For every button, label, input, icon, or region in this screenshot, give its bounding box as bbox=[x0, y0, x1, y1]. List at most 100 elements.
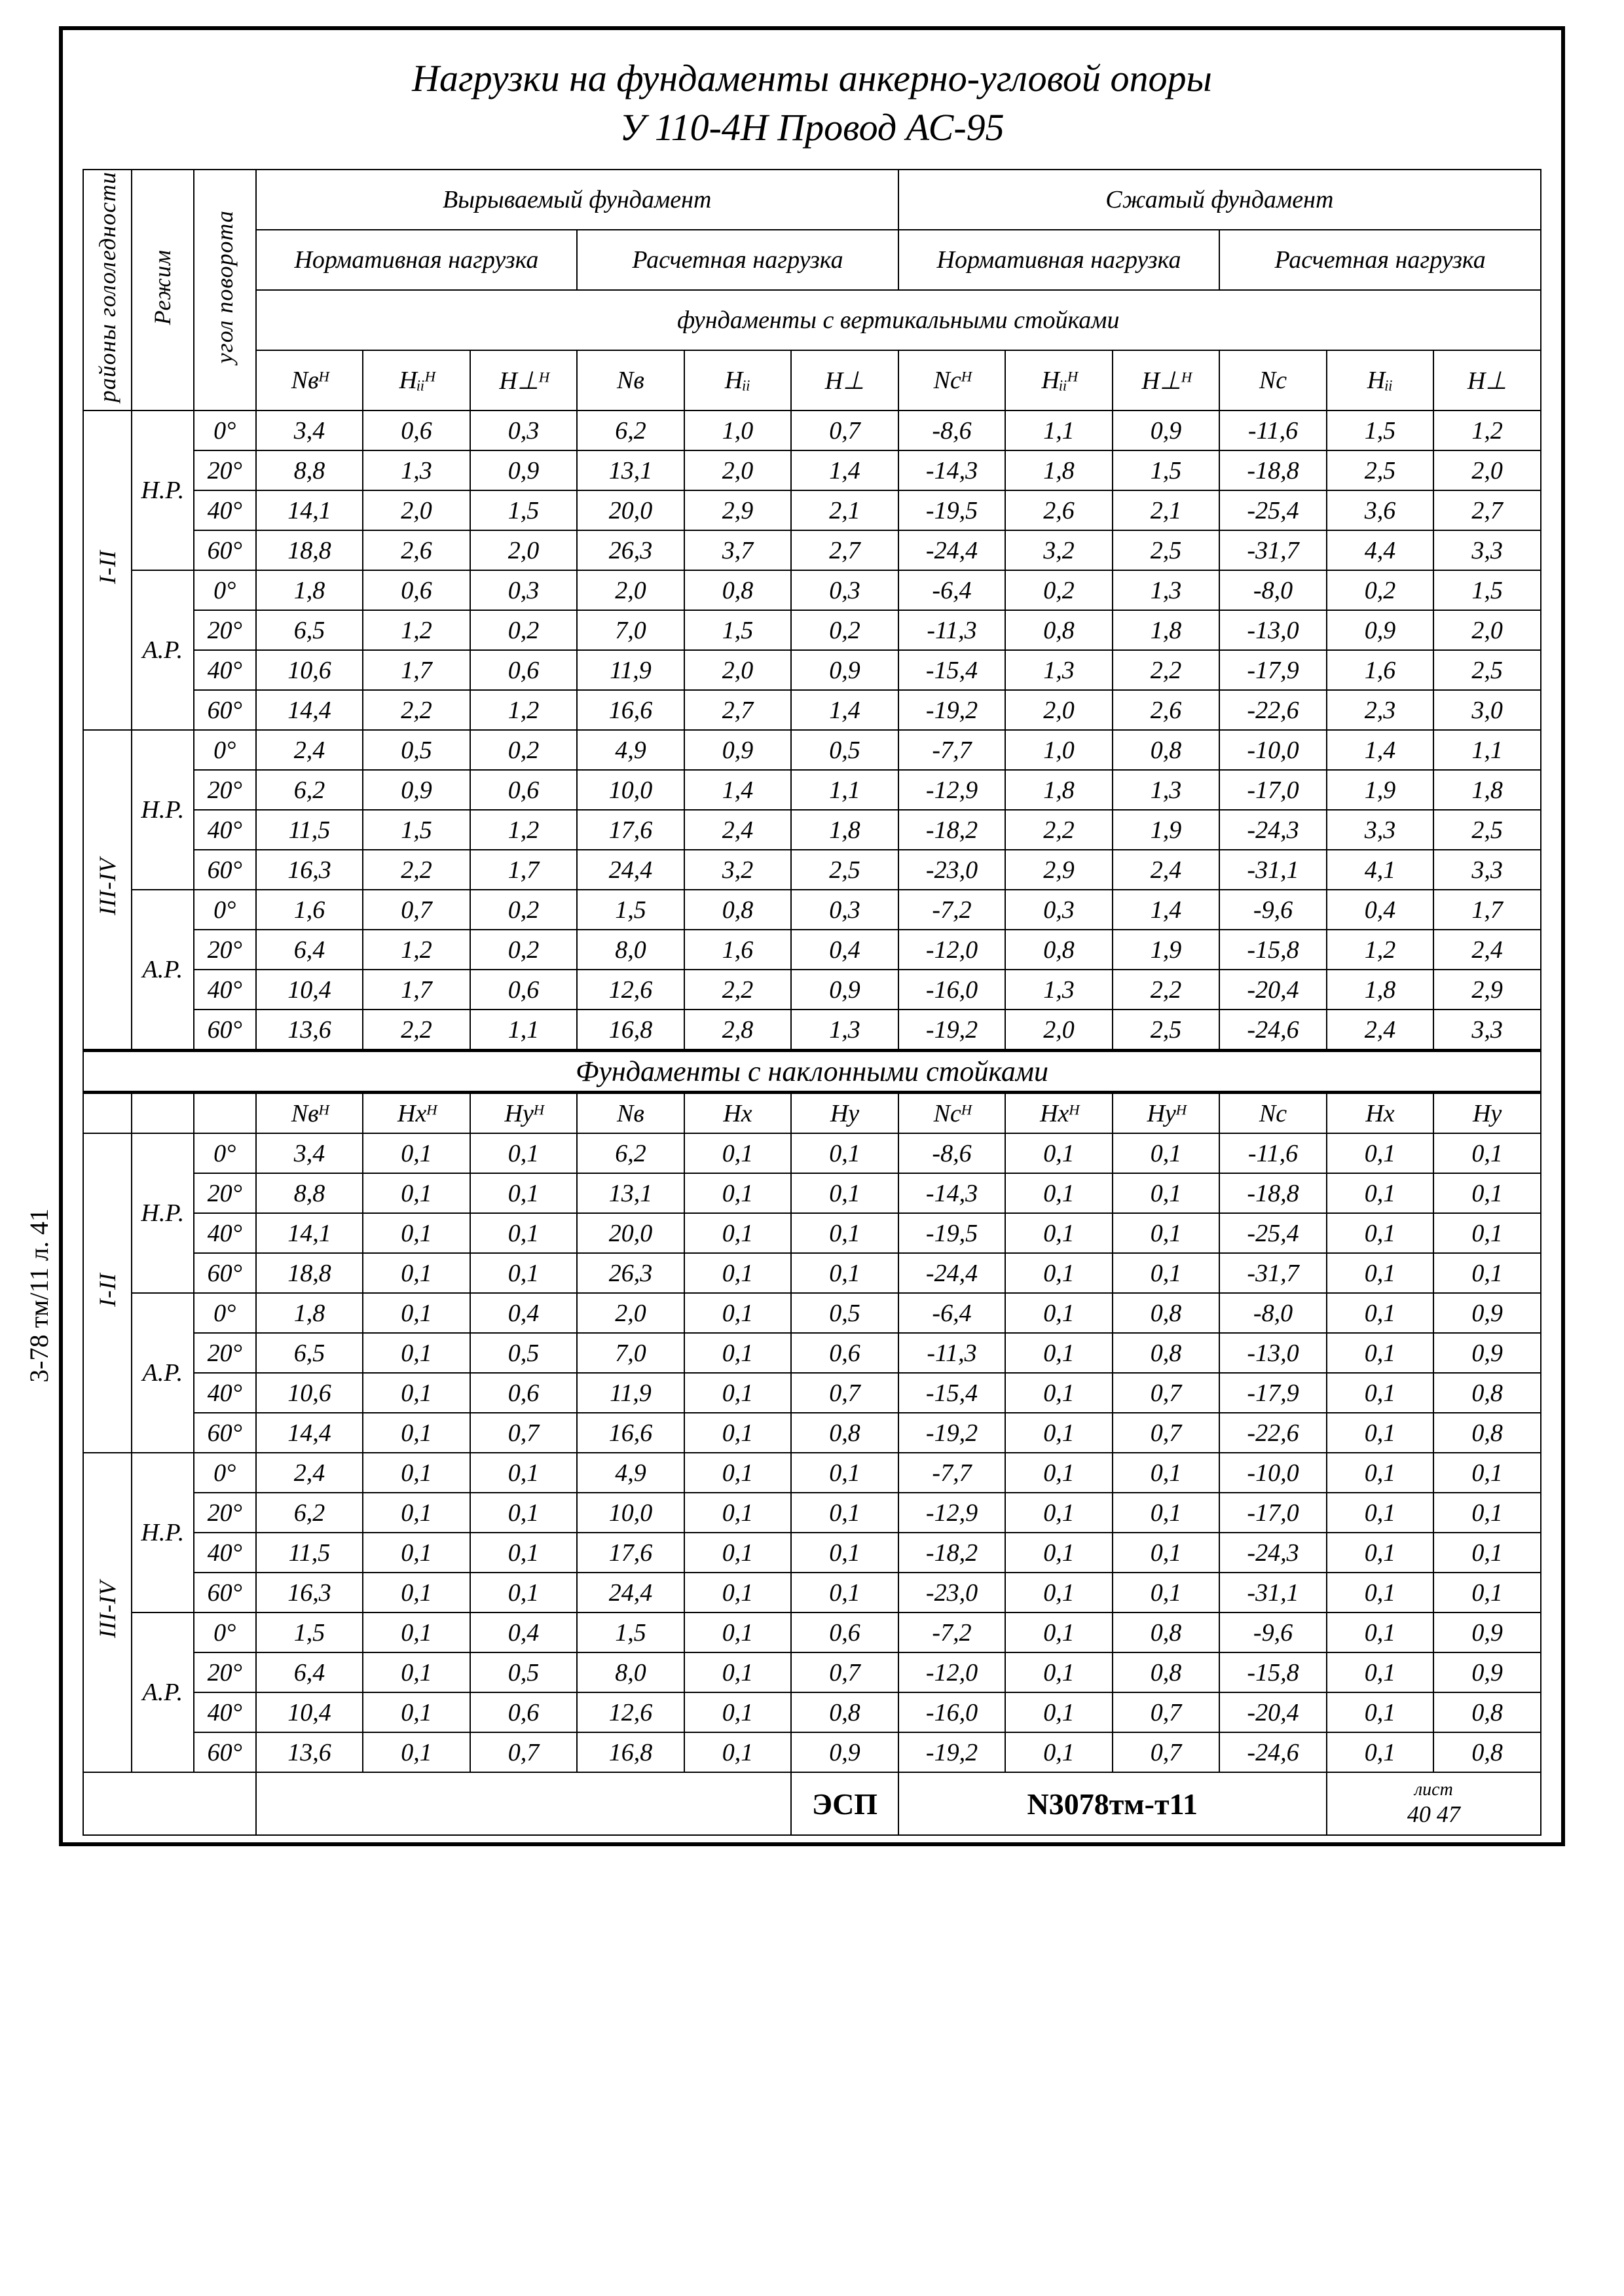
value-cell: 0,1 bbox=[1005, 1453, 1113, 1493]
value-cell: 0,1 bbox=[363, 1613, 470, 1652]
value-cell: 0,1 bbox=[470, 1493, 578, 1533]
value-cell: 0,1 bbox=[1005, 1613, 1113, 1652]
value-cell: 16,6 bbox=[577, 690, 684, 730]
value-cell: -17,9 bbox=[1219, 650, 1327, 690]
value-cell: 0,9 bbox=[1433, 1333, 1541, 1373]
value-cell: -15,4 bbox=[898, 650, 1006, 690]
value-cell: 0,5 bbox=[363, 730, 470, 770]
value-cell: 0,6 bbox=[791, 1333, 898, 1373]
blank bbox=[194, 1093, 256, 1134]
col-label-v-11: H⊥ bbox=[1433, 350, 1541, 410]
value-cell: 2,5 bbox=[1113, 530, 1220, 570]
value-cell: 0,2 bbox=[791, 610, 898, 650]
value-cell: 8,8 bbox=[256, 1173, 363, 1213]
value-cell: -18,8 bbox=[1219, 450, 1327, 490]
value-cell: 2,0 bbox=[577, 570, 684, 610]
section-1-title: фундаменты с вертикальными стойками bbox=[256, 290, 1541, 350]
value-cell: 0,1 bbox=[1433, 1573, 1541, 1613]
value-cell: 2,9 bbox=[684, 490, 792, 530]
value-cell: -31,1 bbox=[1219, 850, 1327, 890]
value-cell: 1,2 bbox=[1327, 930, 1434, 970]
value-cell: 0,6 bbox=[470, 1373, 578, 1413]
value-cell: 0,1 bbox=[363, 1253, 470, 1293]
value-cell: 0,5 bbox=[470, 1333, 578, 1373]
value-cell: 10,6 bbox=[256, 1373, 363, 1413]
value-cell: 2,4 bbox=[1327, 1010, 1434, 1051]
value-cell: 0,4 bbox=[1327, 890, 1434, 930]
value-cell: -11,6 bbox=[1219, 410, 1327, 450]
col-label-v-7: Hᵢᵢᴴ bbox=[1005, 350, 1113, 410]
value-cell: 0,1 bbox=[1327, 1613, 1434, 1652]
value-cell: 0,8 bbox=[1433, 1413, 1541, 1453]
value-cell: -15,4 bbox=[898, 1373, 1006, 1413]
value-cell: 0,2 bbox=[470, 890, 578, 930]
value-cell: -24,6 bbox=[1219, 1732, 1327, 1772]
value-cell: 1,8 bbox=[1005, 450, 1113, 490]
value-cell: 0,1 bbox=[1113, 1533, 1220, 1573]
col-label-v-0: Nвᴴ bbox=[256, 350, 363, 410]
col-label-v-5: H⊥ bbox=[791, 350, 898, 410]
value-cell: 10,6 bbox=[256, 650, 363, 690]
value-cell: 3,7 bbox=[684, 530, 792, 570]
footer-blank bbox=[83, 1772, 256, 1835]
value-cell: 0,1 bbox=[684, 1413, 792, 1453]
angle-cell: 20° bbox=[194, 1173, 256, 1213]
value-cell: 11,5 bbox=[256, 810, 363, 850]
value-cell: 0,6 bbox=[470, 770, 578, 810]
value-cell: 0,1 bbox=[1113, 1173, 1220, 1213]
value-cell: 0,1 bbox=[363, 1493, 470, 1533]
hdr-angle: угол поворота bbox=[194, 170, 256, 410]
value-cell: 0,1 bbox=[684, 1573, 792, 1613]
value-cell: 14,1 bbox=[256, 490, 363, 530]
value-cell: 2,2 bbox=[1113, 970, 1220, 1010]
value-cell: 2,4 bbox=[1113, 850, 1220, 890]
value-cell: 0,1 bbox=[1327, 1533, 1434, 1573]
value-cell: -19,2 bbox=[898, 690, 1006, 730]
value-cell: -31,1 bbox=[1219, 1573, 1327, 1613]
value-cell: -16,0 bbox=[898, 1692, 1006, 1732]
value-cell: 0,9 bbox=[1433, 1652, 1541, 1692]
value-cell: 0,8 bbox=[791, 1413, 898, 1453]
value-cell: 0,1 bbox=[1005, 1493, 1113, 1533]
angle-cell: 60° bbox=[194, 1573, 256, 1613]
value-cell: 2,7 bbox=[684, 690, 792, 730]
value-cell: 7,0 bbox=[577, 1333, 684, 1373]
mode-cell: А.Р. bbox=[132, 570, 194, 730]
angle-cell: 0° bbox=[194, 1133, 256, 1173]
value-cell: 16,8 bbox=[577, 1732, 684, 1772]
value-cell: 0,9 bbox=[1327, 610, 1434, 650]
value-cell: 6,4 bbox=[256, 1652, 363, 1692]
value-cell: -19,5 bbox=[898, 490, 1006, 530]
value-cell: 0,1 bbox=[684, 1533, 792, 1573]
value-cell: 1,5 bbox=[577, 1613, 684, 1652]
value-cell: -24,3 bbox=[1219, 810, 1327, 850]
col-label-v-9: Nc bbox=[1219, 350, 1327, 410]
value-cell: 1,9 bbox=[1113, 930, 1220, 970]
value-cell: 2,9 bbox=[1433, 970, 1541, 1010]
value-cell: 1,4 bbox=[791, 690, 898, 730]
value-cell: 0,5 bbox=[791, 730, 898, 770]
value-cell: 0,1 bbox=[1433, 1213, 1541, 1253]
value-cell: 2,2 bbox=[684, 970, 792, 1010]
angle-cell: 40° bbox=[194, 1213, 256, 1253]
value-cell: 0,1 bbox=[363, 1453, 470, 1493]
angle-cell: 60° bbox=[194, 1732, 256, 1772]
angle-cell: 60° bbox=[194, 530, 256, 570]
angle-cell: 60° bbox=[194, 850, 256, 890]
value-cell: -7,2 bbox=[898, 890, 1006, 930]
value-cell: 0,9 bbox=[684, 730, 792, 770]
value-cell: 1,6 bbox=[256, 890, 363, 930]
value-cell: 24,4 bbox=[577, 850, 684, 890]
value-cell: 17,6 bbox=[577, 1533, 684, 1573]
value-cell: 1,9 bbox=[1113, 810, 1220, 850]
value-cell: 0,1 bbox=[470, 1213, 578, 1253]
value-cell: -20,4 bbox=[1219, 1692, 1327, 1732]
value-cell: 0,1 bbox=[1327, 1453, 1434, 1493]
value-cell: 0,8 bbox=[791, 1692, 898, 1732]
region-cell: I-II bbox=[83, 1133, 132, 1453]
value-cell: 3,6 bbox=[1327, 490, 1434, 530]
value-cell: 0,1 bbox=[1327, 1253, 1434, 1293]
value-cell: 0,1 bbox=[363, 1692, 470, 1732]
value-cell: 1,0 bbox=[1005, 730, 1113, 770]
value-cell: 0,1 bbox=[1005, 1652, 1113, 1692]
